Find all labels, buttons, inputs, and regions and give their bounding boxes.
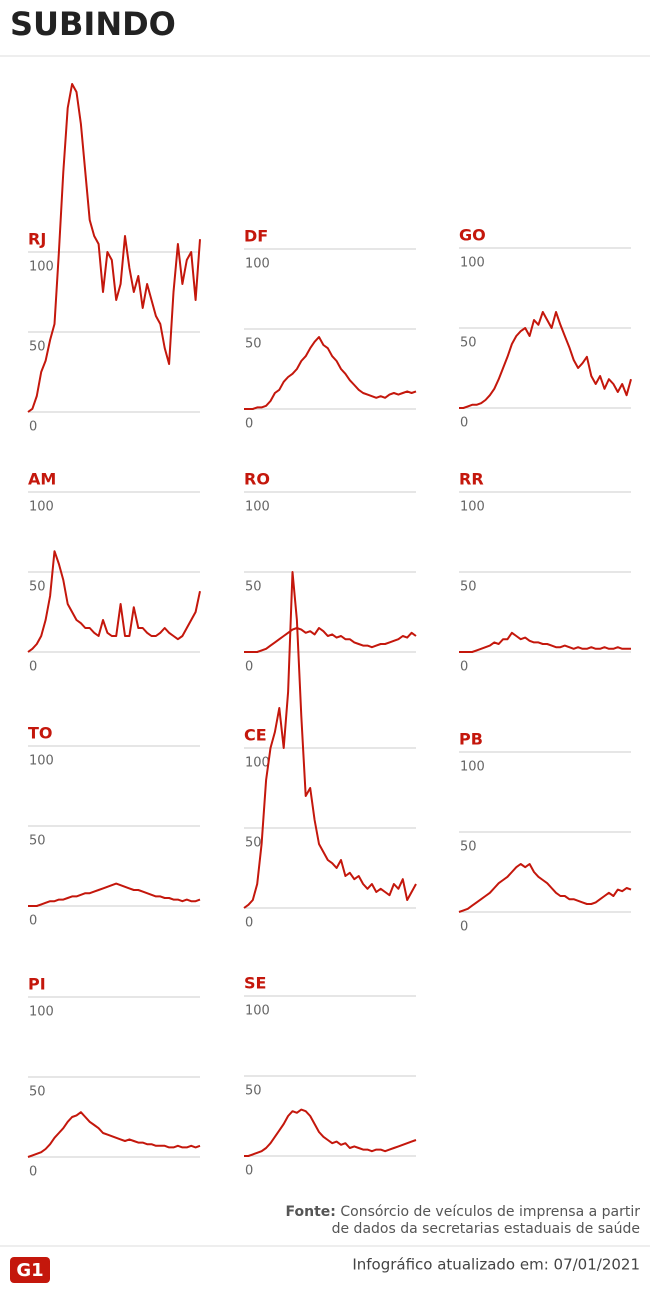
y-tick-label: 50: [29, 834, 46, 849]
y-tick-label: 50: [29, 1085, 46, 1100]
source-text: Consórcio de veículos de imprensa a part…: [340, 1204, 640, 1220]
source-label: Fonte:: [286, 1204, 336, 1220]
y-tick-label: 0: [29, 914, 37, 929]
logo-box: [10, 1257, 50, 1283]
y-tick-label: 0: [245, 916, 253, 931]
panel-title: SE: [244, 974, 266, 993]
y-tick-label: 100: [245, 500, 270, 515]
data-line: [27, 83, 201, 413]
data-line: [244, 627, 417, 653]
y-tick-label: 0: [29, 1165, 37, 1180]
y-tick-label: 100: [29, 754, 54, 769]
y-tick-label: 100: [460, 256, 485, 271]
updated: Infográfico atualizado em: 07/01/2021: [352, 1256, 640, 1274]
data-line: [244, 1108, 417, 1157]
y-tick-label: 0: [245, 1164, 253, 1179]
y-tick-label: 50: [245, 337, 262, 352]
y-tick-label: 50: [245, 836, 262, 851]
data-line: [243, 571, 417, 909]
y-tick-label: 100: [245, 257, 270, 272]
data-line: [459, 311, 632, 409]
data-line: [27, 1111, 201, 1158]
y-tick-label: 0: [245, 417, 253, 432]
y-tick-label: 50: [29, 580, 46, 595]
y-tick-label: 0: [245, 660, 253, 675]
data-line: [459, 631, 631, 653]
panel-title: DF: [244, 227, 268, 246]
y-tick-label: 50: [460, 840, 477, 855]
data-line: [28, 882, 201, 907]
y-tick-label: 100: [245, 1004, 270, 1019]
panel-title: RJ: [28, 230, 46, 249]
logo: G1: [16, 1260, 43, 1281]
panel-title: RR: [459, 470, 484, 489]
panel-title: AM: [28, 470, 56, 489]
data-line: [27, 550, 201, 653]
y-tick-label: 0: [29, 660, 37, 675]
y-tick-label: 0: [460, 416, 468, 431]
panel-title: CE: [244, 726, 267, 745]
y-tick-label: 50: [460, 580, 477, 595]
y-tick-label: 50: [460, 336, 477, 351]
data-line: [244, 336, 417, 410]
source: Fonte: Consórcio de veículos de imprensa…: [286, 1204, 641, 1220]
y-tick-label: 100: [29, 1005, 54, 1020]
y-tick-label: 50: [245, 580, 262, 595]
y-tick-label: 50: [29, 340, 46, 355]
panel-title: RO: [244, 470, 270, 489]
panel-title: PB: [459, 730, 483, 749]
data-line: [458, 863, 632, 913]
y-tick-label: 100: [29, 500, 54, 515]
panel-title: GO: [459, 226, 486, 245]
panel-title: TO: [28, 724, 53, 743]
y-tick-label: 0: [29, 420, 37, 435]
y-tick-label: 100: [29, 260, 54, 275]
source-text: de dados da secretarias estaduais de saú…: [332, 1221, 640, 1237]
y-tick-label: 0: [460, 660, 468, 675]
y-tick-label: 50: [245, 1084, 262, 1099]
y-tick-label: 100: [460, 500, 485, 515]
panel-title: PI: [28, 975, 46, 994]
y-tick-label: 0: [460, 920, 468, 935]
y-tick-label: 100: [245, 756, 270, 771]
page-title: SUBINDO: [10, 5, 176, 43]
y-tick-label: 100: [460, 760, 485, 775]
